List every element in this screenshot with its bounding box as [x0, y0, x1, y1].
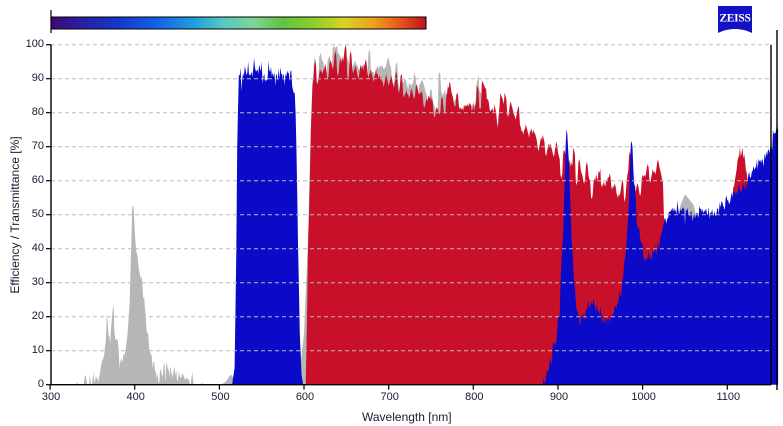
svg-text:ZEISS: ZEISS: [719, 13, 750, 25]
